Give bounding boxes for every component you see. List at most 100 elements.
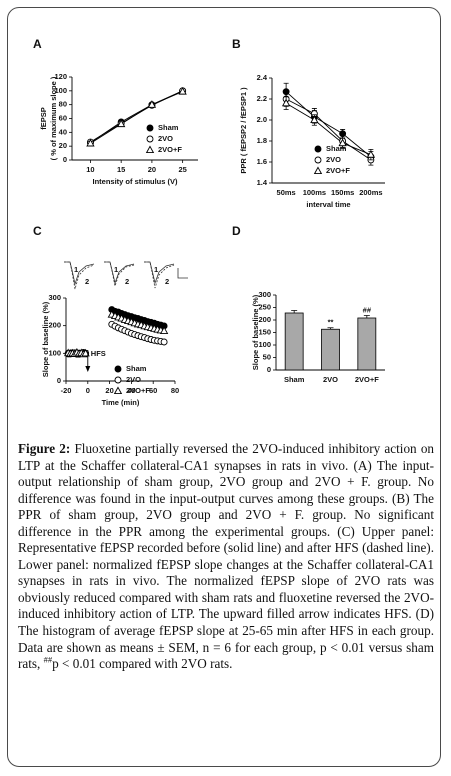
legend-marker	[114, 376, 122, 384]
marker	[86, 138, 95, 147]
trace-label: 2	[165, 277, 169, 286]
legend-marker	[313, 166, 323, 175]
y-axis-label: Slope of baseline (%)	[41, 301, 50, 377]
y-tick-label: 60	[59, 113, 67, 122]
figure: 1 2 1 2 1 2 A 0 20 40 60 80 100 120 10 15 20 25Inte…	[33, 37, 385, 407]
marker	[117, 119, 126, 128]
trace-after	[104, 261, 135, 288]
panel-label: D	[232, 224, 241, 238]
y-tick-label: 300	[48, 293, 61, 302]
figure-frame	[7, 7, 441, 767]
bar	[321, 328, 340, 371]
legend-label: 2VO+F	[326, 166, 350, 175]
scale-bar	[177, 268, 188, 279]
marker	[310, 115, 319, 124]
y-tick-label: 1.6	[257, 157, 267, 166]
legend-label: 2VO+F	[158, 145, 182, 154]
y-tick-label: 0	[267, 365, 271, 374]
y-axis-label: fEPSP	[39, 107, 48, 130]
trace-inset	[64, 261, 188, 290]
y-tick-label: 120	[54, 72, 67, 81]
y-tick-label: 2.4	[257, 73, 268, 82]
trace-before	[64, 261, 95, 286]
error-bar	[363, 315, 370, 318]
x-tick-label: 100ms	[303, 188, 326, 197]
panel-label: C	[33, 224, 42, 238]
y-axis-label: ( % of maximum slope )	[49, 76, 58, 160]
hfs-arrowhead	[85, 366, 91, 372]
y-tick-label: 300	[258, 290, 271, 299]
legend-label: Sham	[158, 123, 179, 132]
y-tick-label: 1.4	[257, 178, 268, 187]
x-tick-label: 200ms	[359, 188, 382, 197]
x-tick-label: 25	[178, 165, 186, 174]
y-axis-label: PPR ( fEPSP2 / fEPSP1 )	[239, 87, 248, 174]
y-tick-label: 250	[258, 302, 271, 311]
trace-after	[64, 261, 95, 290]
y-tick-label: 20	[59, 141, 67, 150]
legend-marker	[113, 386, 123, 395]
legend-marker	[114, 365, 122, 373]
x-tick-label: 20	[148, 165, 156, 174]
x-axis-label: Time (min)	[102, 398, 140, 407]
legend-label: 2VO	[126, 375, 141, 384]
x-tick-label: 2VO	[323, 375, 338, 384]
x-axis-label: interval time	[306, 200, 350, 209]
x-tick-label: 40	[127, 386, 135, 395]
significance-label: **	[328, 318, 334, 327]
caption: Figure 2: Fluoxetine partially reversed …	[18, 441, 434, 673]
y-tick-label: 200	[48, 321, 61, 330]
x-axis-label: Intensity of stimulus (V)	[92, 177, 178, 186]
marker	[338, 138, 347, 147]
x-tick-label: Sham	[284, 375, 305, 384]
legend-marker	[314, 156, 322, 164]
x-tick-label: 150ms	[331, 188, 354, 197]
error-bar	[291, 310, 298, 313]
x-tick-label: 10	[86, 165, 94, 174]
trace-label: 1	[154, 265, 158, 274]
trace-after	[144, 261, 175, 289]
legend-label: Sham	[326, 144, 347, 153]
legend-marker	[145, 145, 155, 154]
trace-label: 2	[85, 277, 89, 286]
legend-marker	[146, 135, 154, 143]
legend-label: 2VO+F	[126, 386, 150, 395]
trace-label: 1	[114, 265, 118, 274]
trace-before	[104, 261, 135, 285]
panel-label: A	[33, 37, 42, 51]
series-line	[285, 98, 372, 161]
significance-label: ##	[363, 305, 372, 314]
y-tick-label: 40	[59, 127, 67, 136]
y-tick-label: 0	[63, 155, 67, 164]
y-axis-label: Slope of baseline (%)	[251, 294, 260, 370]
y-tick-label: 100	[48, 348, 61, 357]
y-tick-label: 50	[263, 352, 271, 361]
legend-label: Sham	[126, 364, 147, 373]
legend-label: 2VO	[158, 134, 173, 143]
bar	[357, 317, 377, 371]
trace-label: 1	[74, 265, 78, 274]
legend-marker	[314, 145, 322, 153]
x-tick-label: 2VO+F	[355, 375, 379, 384]
x-tick-label: 50ms	[277, 188, 296, 197]
caption-text: Fluoxetine partially reversed the 2VO-in…	[18, 441, 435, 672]
caption-sup: ##	[43, 654, 53, 665]
y-tick-label: 150	[258, 327, 271, 336]
marker	[178, 86, 187, 95]
y-tick-label: 100	[258, 340, 271, 349]
trace-before	[144, 261, 175, 285]
marker	[366, 150, 376, 158]
y-tick-label: 0	[57, 376, 61, 385]
marker	[160, 338, 168, 346]
marker	[281, 98, 291, 107]
y-tick-label: 2.0	[257, 115, 267, 124]
marker	[147, 100, 157, 108]
caption-label: Figure 2:	[18, 441, 71, 456]
trace-label: 2	[125, 277, 129, 286]
x-tick-label: 80	[171, 386, 179, 395]
marker	[81, 348, 90, 357]
caption-tail: p < 0.01 compared with 2VO rats.	[52, 656, 233, 672]
series-line	[285, 91, 372, 158]
y-tick-label: 80	[59, 100, 67, 109]
